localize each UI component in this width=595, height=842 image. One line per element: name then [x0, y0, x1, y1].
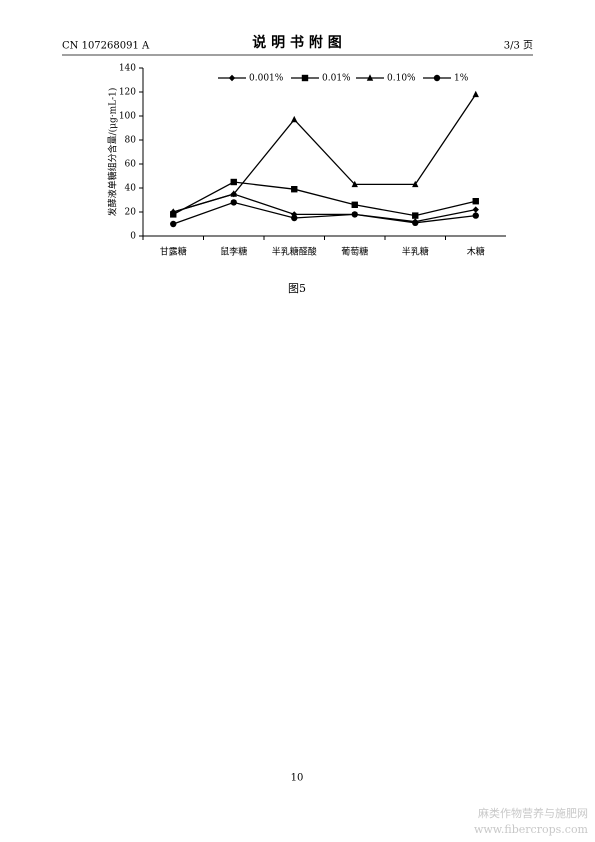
marker	[230, 199, 237, 206]
series-line	[173, 201, 476, 225]
y-tick-label: 100	[119, 112, 136, 122]
x-tick-label: 木糖	[467, 246, 485, 258]
marker	[351, 180, 358, 188]
marker	[351, 201, 358, 208]
y-axis-label: 发酵液单糖组分含量/(μg·mL-1)	[107, 88, 119, 217]
x-tick-label: 半乳糖	[402, 246, 429, 258]
marker	[472, 198, 479, 205]
y-tick-label: 20	[125, 208, 137, 218]
x-tick-label: 半乳糖醛酸	[272, 246, 317, 258]
marker	[412, 212, 419, 219]
y-tick-label: 40	[125, 184, 137, 194]
figure-caption: 图5	[288, 282, 306, 295]
patent-number: CN 107268091 A	[62, 41, 150, 52]
legend-label: 0.001%	[249, 74, 284, 84]
series-line	[173, 94, 477, 213]
marker	[301, 74, 309, 82]
legend-label: 0.10%	[387, 74, 416, 84]
marker	[412, 180, 419, 188]
legend-label: 1%	[454, 74, 469, 84]
watermark-name: 麻类作物营养与施肥网	[478, 806, 588, 820]
y-tick-label: 120	[119, 88, 136, 98]
marker	[472, 212, 479, 219]
marker	[170, 208, 177, 215]
marker	[291, 115, 298, 123]
x-tick-label: 鼠李糖	[220, 246, 247, 258]
x-tick-label: 甘露糖	[160, 246, 187, 258]
marker	[351, 211, 358, 218]
marker	[412, 219, 419, 226]
y-tick-label: 60	[125, 160, 137, 170]
page-count: 3/3 页	[504, 40, 533, 52]
marker	[291, 214, 298, 222]
page-number: 10	[291, 773, 304, 784]
marker	[366, 74, 374, 81]
legend-label: 0.01%	[322, 74, 351, 84]
marker	[230, 190, 237, 197]
marker	[433, 74, 441, 82]
marker	[472, 206, 479, 213]
y-tick-label: 80	[125, 136, 137, 146]
marker	[291, 186, 298, 193]
page-title: 说 明 书 附 图	[252, 34, 342, 51]
marker	[228, 74, 236, 82]
marker	[472, 90, 479, 98]
y-tick-label: 140	[119, 64, 136, 74]
marker	[170, 220, 177, 228]
marker	[230, 178, 237, 186]
series-line	[172, 181, 476, 217]
y-tick-label: 0	[130, 232, 136, 242]
watermark-url: www.fibercrops.com	[474, 823, 589, 836]
x-tick-label: 葡萄糖	[341, 246, 368, 258]
